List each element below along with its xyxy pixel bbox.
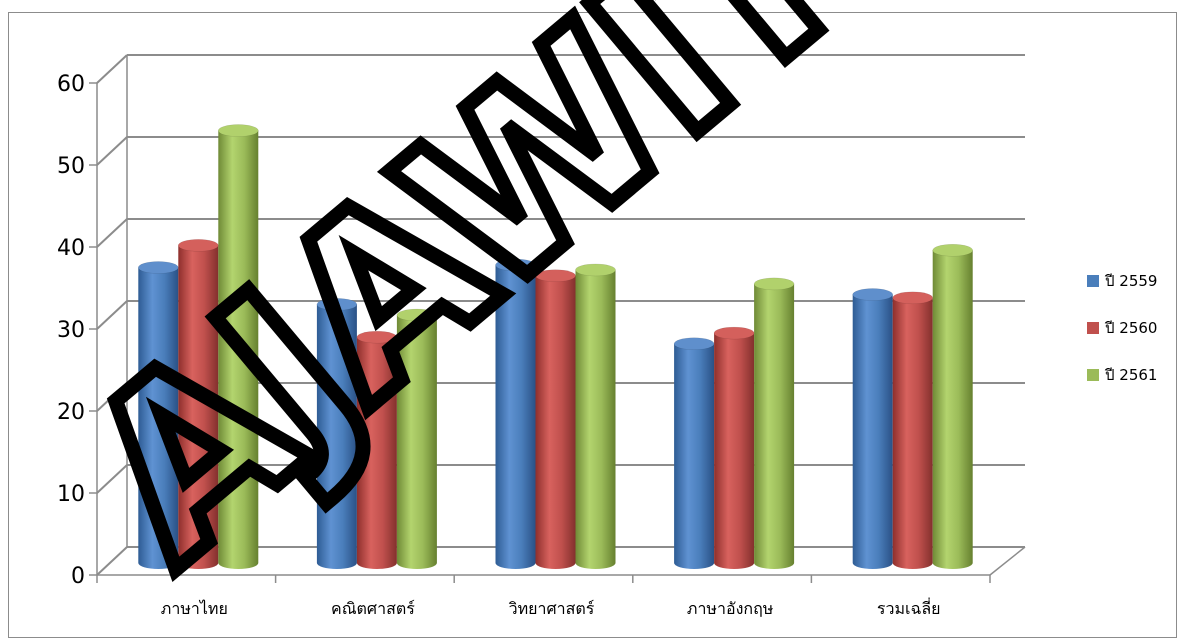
gridline-depth [96, 218, 128, 248]
y-tick-label: 50 [57, 154, 85, 179]
y-tick-label: 30 [57, 318, 85, 343]
floor-right-edge [989, 546, 1026, 576]
bar [218, 130, 259, 569]
bar [575, 269, 616, 569]
bar [138, 267, 179, 569]
bar-cap [753, 277, 795, 291]
bar-cap [575, 263, 616, 277]
bar [535, 275, 576, 569]
gridline-depth [96, 136, 128, 166]
x-tick-label: วิทยาศาสตร์ [509, 599, 595, 618]
bar [356, 337, 397, 569]
bar [932, 250, 973, 569]
gridline-depth [96, 300, 128, 330]
bar-cap [495, 258, 536, 272]
bar [495, 265, 536, 569]
legend-swatch [1087, 275, 1099, 287]
legend-label: ปี 2561 [1104, 366, 1157, 384]
gridline-depth [96, 546, 128, 576]
legend-swatch [1087, 322, 1099, 334]
bar [892, 297, 933, 569]
x-tick-label: รวมเฉลี่ย [877, 597, 941, 618]
bar [754, 283, 795, 569]
bars [138, 124, 973, 570]
bar [674, 343, 715, 569]
legend-label: ปี 2559 [1104, 272, 1157, 290]
y-tick-label: 10 [57, 482, 85, 507]
gridline-depth [96, 382, 128, 412]
legend-label: ปี 2560 [1104, 319, 1157, 337]
y-tick-label: 0 [71, 564, 85, 589]
bar-cap [892, 291, 933, 305]
bar [396, 315, 437, 569]
bar-cap [396, 308, 438, 322]
legend-swatch [1087, 369, 1099, 381]
bar [852, 294, 893, 569]
bar-cap [673, 337, 715, 351]
x-tick-label: คณิตศาสตร์ [331, 599, 415, 618]
bar-cap [852, 288, 893, 301]
x-tick-label: ภาษาอังกฤษ [687, 599, 773, 618]
legend: ปี 2559 ปี 2560 ปี 2561 [1087, 272, 1157, 384]
gridline-depth [96, 464, 128, 494]
bar-cap [178, 239, 219, 252]
x-tick-label: ภาษาไทย [161, 599, 228, 618]
bar-cap [316, 298, 358, 311]
bar-cap [138, 261, 179, 274]
y-tick-label: 20 [57, 400, 85, 425]
y-tick-label: 40 [57, 236, 85, 261]
axes: 0 10 20 30 40 50 60 ภาษาไทย คณิตศาสตร์ วิทยาศาสตร… [57, 55, 1026, 618]
bar-cap [932, 244, 973, 257]
bar-cap [713, 326, 755, 340]
bar [714, 333, 755, 569]
bar-cap [218, 124, 259, 137]
bar [316, 304, 357, 569]
gridline-depth [96, 54, 128, 84]
y-tick-label: 60 [57, 72, 85, 97]
bar [178, 245, 219, 570]
